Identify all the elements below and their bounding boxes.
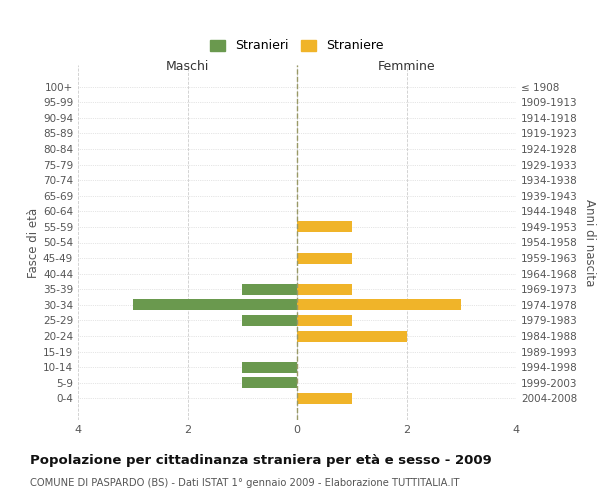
Text: Femmine: Femmine bbox=[377, 60, 436, 72]
Bar bbox=[297, 252, 352, 264]
Y-axis label: Anni di nascita: Anni di nascita bbox=[583, 199, 596, 286]
Text: Maschi: Maschi bbox=[166, 60, 209, 72]
Y-axis label: Fasce di età: Fasce di età bbox=[27, 208, 40, 278]
Bar bbox=[297, 284, 352, 294]
Bar bbox=[297, 222, 352, 232]
Bar bbox=[297, 393, 352, 404]
Text: COMUNE DI PASPARDO (BS) - Dati ISTAT 1° gennaio 2009 - Elaborazione TUTTITALIA.I: COMUNE DI PASPARDO (BS) - Dati ISTAT 1° … bbox=[30, 478, 460, 488]
Legend: Stranieri, Straniere: Stranieri, Straniere bbox=[206, 36, 388, 56]
Bar bbox=[133, 300, 297, 310]
Bar bbox=[297, 300, 461, 310]
Bar bbox=[297, 330, 407, 342]
Text: Popolazione per cittadinanza straniera per età e sesso - 2009: Popolazione per cittadinanza straniera p… bbox=[30, 454, 492, 467]
Bar bbox=[242, 315, 297, 326]
Bar bbox=[297, 315, 352, 326]
Bar bbox=[242, 362, 297, 372]
Bar bbox=[242, 378, 297, 388]
Bar bbox=[242, 284, 297, 294]
